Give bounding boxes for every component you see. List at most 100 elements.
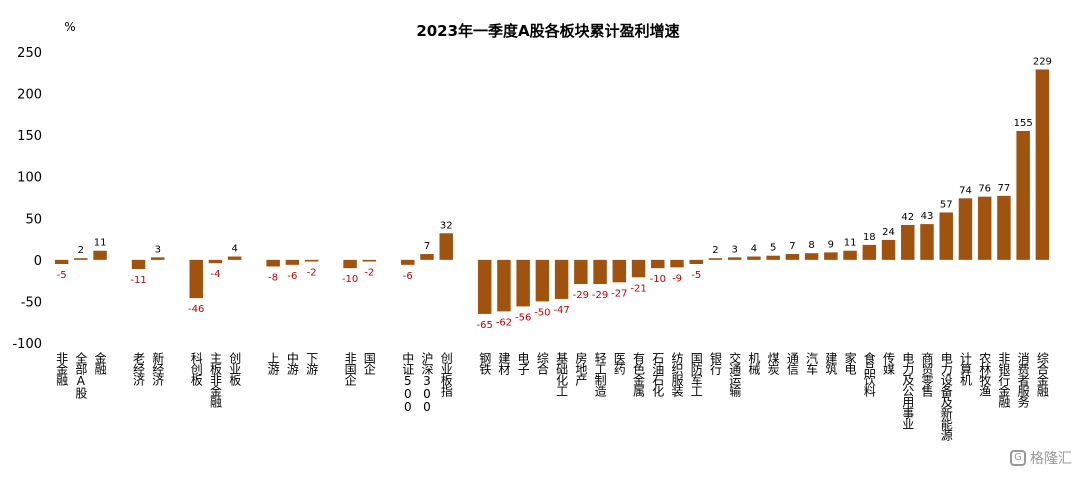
- data-label: 32: [440, 220, 453, 231]
- bar: [285, 259, 300, 265]
- data-label: 7: [424, 241, 430, 252]
- data-label: -11: [130, 275, 146, 286]
- bar: [689, 259, 703, 265]
- bar: [554, 259, 569, 299]
- data-label: -27: [611, 288, 627, 299]
- x-tick-label: 医药: [612, 352, 626, 375]
- bar: [131, 259, 146, 270]
- bar: [631, 259, 646, 278]
- bar: [958, 198, 973, 260]
- data-label: -2: [364, 268, 374, 279]
- bar: [1016, 130, 1030, 260]
- data-label: -21: [630, 283, 646, 294]
- x-tick-label: 主板非金融: [208, 352, 222, 409]
- bar: [74, 258, 88, 260]
- data-label: -56: [515, 312, 531, 323]
- bar: [862, 244, 877, 260]
- data-label: -29: [573, 290, 589, 301]
- bar: [477, 259, 492, 314]
- data-label: 24: [882, 227, 895, 238]
- bar: [189, 259, 203, 299]
- x-tick-label: 非银行金融: [997, 352, 1011, 409]
- data-label: 9: [828, 239, 834, 250]
- bar: [439, 233, 453, 260]
- bar: [824, 252, 838, 260]
- y-tick-label: 0: [34, 254, 42, 269]
- x-tick-label: 基础化工: [555, 352, 569, 396]
- data-label: -6: [403, 271, 413, 282]
- x-tick-label: 房地产: [574, 351, 588, 387]
- x-tick-label: 汽车: [805, 351, 819, 376]
- bar: [593, 259, 607, 284]
- bar: [727, 257, 742, 260]
- bar: [785, 254, 800, 260]
- x-tick-label: 中游: [285, 351, 299, 375]
- data-label: -10: [342, 274, 358, 285]
- data-label: -2: [307, 268, 317, 279]
- bar: [747, 256, 761, 260]
- watermark-text: 格隆汇: [1030, 451, 1072, 467]
- x-tick-label: 非金融: [55, 352, 69, 387]
- x-tick-label: 通信: [785, 352, 799, 376]
- x-tick-label: 交通运输: [728, 351, 742, 398]
- x-tick-label: 轻工制造: [593, 352, 607, 397]
- x-tick-label: 消费者服务: [1016, 352, 1030, 408]
- data-label: -29: [592, 290, 608, 301]
- data-label: -47: [553, 305, 569, 316]
- chart-title: 2023年一季度A股各板块累计盈利增速: [416, 22, 679, 40]
- bar: [901, 224, 915, 260]
- data-label: -5: [691, 270, 701, 281]
- data-label: 18: [863, 232, 876, 243]
- bar: [574, 259, 588, 284]
- y-tick-label: -100: [12, 337, 42, 352]
- bar: [881, 239, 896, 260]
- x-tick-label: 国企: [362, 352, 376, 375]
- x-tick-label: 下游: [305, 352, 319, 375]
- x-tick-label: 电力设备及新能源: [939, 352, 953, 442]
- bar: [977, 196, 992, 260]
- x-tick-label: 银行: [708, 352, 722, 375]
- x-tick-label: 非国企: [343, 352, 357, 386]
- x-tick-label: 上游: [266, 352, 280, 375]
- data-label: 74: [959, 185, 972, 196]
- bar: [401, 259, 415, 265]
- data-label: 8: [808, 240, 814, 251]
- x-tick-label: 新经济: [151, 351, 165, 386]
- x-tick-label: 老经济: [132, 352, 146, 386]
- data-label: 42: [901, 212, 914, 223]
- data-label: 2: [78, 245, 84, 256]
- bar: [497, 259, 511, 312]
- logo-icon: G: [1010, 450, 1026, 466]
- x-tick-label: 石油石化: [651, 352, 665, 398]
- y-tick-label: 50: [25, 212, 42, 227]
- y-tick-label: -50: [21, 295, 42, 310]
- x-tick-label: 创业板指: [439, 352, 453, 398]
- y-tick-label: 250: [17, 46, 42, 61]
- data-label: -4: [210, 269, 220, 280]
- data-label: -46: [188, 304, 204, 315]
- x-tick-label: 计算机: [958, 352, 972, 386]
- data-label: -8: [268, 273, 278, 284]
- bar: [804, 253, 819, 260]
- y-tick-label: 200: [17, 88, 42, 103]
- bar: [93, 250, 107, 260]
- bar: [54, 259, 69, 265]
- x-tick-label: 全部A股: [74, 351, 88, 400]
- data-label: 76: [978, 184, 991, 195]
- y-axis: -100 -50 0 50 100 150 200 250: [12, 46, 42, 352]
- x-tick-label: 传媒: [882, 351, 896, 375]
- bar: [208, 259, 223, 264]
- bar: [362, 259, 377, 262]
- x-tick-label: 创业板: [228, 352, 242, 387]
- bar: [612, 259, 627, 283]
- bar: [343, 259, 357, 269]
- x-tick-label: 家电: [843, 351, 857, 375]
- bar: [304, 259, 319, 262]
- bar: [997, 195, 1011, 260]
- x-tick-label: 煤炭: [766, 352, 780, 376]
- bar: [670, 259, 684, 268]
- bar: [708, 258, 723, 260]
- data-label: 4: [232, 244, 238, 255]
